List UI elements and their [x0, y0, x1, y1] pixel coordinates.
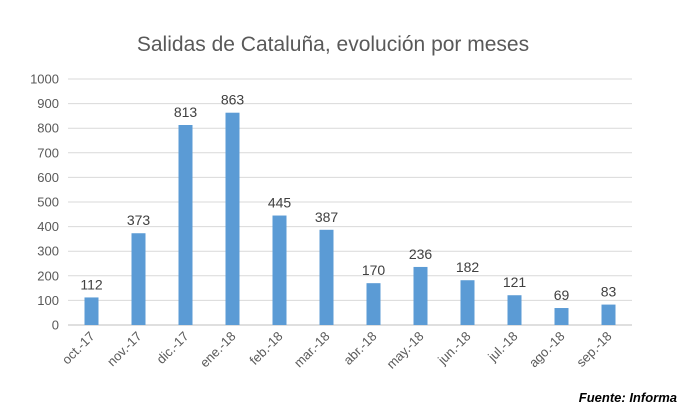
x-tick-label: feb.-18 — [246, 329, 285, 368]
bar — [507, 295, 522, 325]
data-label: 863 — [221, 92, 245, 108]
data-label: 112 — [80, 276, 103, 292]
bar — [84, 297, 99, 325]
y-tick-label: 300 — [37, 244, 59, 259]
y-tick-label: 400 — [37, 219, 59, 234]
x-tick-label: ene.-18 — [197, 329, 239, 371]
bar — [413, 266, 428, 325]
y-tick-label: 700 — [37, 145, 59, 160]
data-label: 69 — [554, 287, 570, 303]
x-tick-label: mar.-18 — [291, 329, 333, 371]
data-label: 83 — [601, 284, 617, 300]
x-tick-label: jun.-18 — [434, 329, 473, 368]
data-label: 813 — [174, 104, 198, 120]
data-label: 236 — [409, 246, 433, 262]
bar — [178, 125, 193, 325]
x-tick-label: jul.-18 — [484, 329, 520, 365]
y-tick-label: 500 — [37, 195, 59, 210]
y-tick-label: 0 — [52, 318, 59, 333]
x-tick-label: nov.-17 — [104, 329, 145, 370]
source-note: Fuente: Informa — [578, 390, 677, 405]
data-label: 445 — [268, 195, 292, 211]
bar — [460, 280, 475, 325]
data-label: 373 — [127, 212, 151, 228]
bar — [366, 283, 381, 325]
x-tick-label: ago.-18 — [526, 329, 568, 371]
y-tick-label: 600 — [37, 170, 59, 185]
x-axis-ticks: oct.-17 nov.-17 dic.-17 ene.-18 feb.-18 mar.-… — [59, 329, 615, 372]
y-tick-label: 900 — [37, 96, 59, 111]
x-tick-label: may.-18 — [383, 329, 426, 372]
y-axis-ticks: 0 100 200 300 400 500 600 700 800 900 1000 — [30, 72, 59, 333]
data-label: 121 — [503, 274, 527, 290]
bar — [554, 308, 569, 325]
bar — [131, 233, 146, 325]
bar — [272, 215, 287, 325]
gridlines — [68, 78, 632, 326]
x-tick-label: oct.-17 — [59, 329, 98, 368]
data-label: 170 — [362, 262, 386, 278]
bar — [319, 229, 334, 325]
y-tick-label: 100 — [37, 293, 59, 308]
data-label: 387 — [315, 209, 339, 225]
data-label: 182 — [456, 259, 480, 275]
bar — [225, 112, 240, 326]
x-tick-label: sep.-18 — [573, 329, 614, 370]
bar — [601, 304, 616, 325]
x-tick-label: dic.-17 — [153, 329, 191, 367]
data-labels: 112 373 813 863 445 387 170 236 182 121 69 83 — [80, 92, 616, 303]
y-tick-label: 200 — [37, 268, 59, 283]
bars — [84, 112, 616, 326]
x-tick-label: abr.-18 — [340, 329, 379, 368]
chart-title: Salidas de Cataluña, evolución por meses — [137, 33, 529, 56]
y-tick-label: 1000 — [30, 72, 59, 87]
y-tick-label: 800 — [37, 121, 59, 136]
